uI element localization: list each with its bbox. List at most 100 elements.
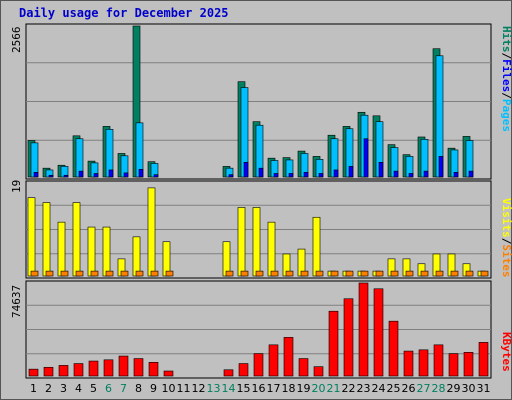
day-label: 13 [207,382,221,395]
pages-bar [63,174,69,178]
visits-bar [27,197,36,277]
day-label: 14 [222,382,236,395]
day-label: 9 [150,382,157,395]
kbytes-bar [358,282,369,377]
pages-bar [453,171,459,178]
legend-pages-label: Pages [500,99,512,132]
day-label: 8 [135,382,142,395]
kbytes-bar [403,350,414,377]
visits-bar [57,221,66,277]
day-label: 11 [177,382,191,395]
kbytes-bar [388,320,399,377]
kbytes-bar [253,353,264,377]
sites-bar [480,270,489,277]
sites-bar [465,270,474,277]
sites-bar [285,270,294,277]
sites-bar [105,270,114,277]
kbytes-bar [238,363,249,377]
kbytes-bar [118,355,129,377]
kbytes-bar [418,349,429,377]
sites-bar [420,270,429,277]
pages-bar [333,169,339,178]
sites-bar [75,270,84,277]
kbytes-bar [148,361,159,377]
day-label: 15 [237,382,251,395]
kbytes-bar [28,368,39,377]
sites-bar [120,270,129,277]
kbytes-bar [328,310,339,377]
pages-bar [303,171,309,178]
sites-bar [90,270,99,277]
sites-bar [390,270,399,277]
visits-bar [147,187,156,277]
sites-bar [450,270,459,277]
visits-bar [87,226,96,277]
sites-bar [315,270,324,277]
visits-bar [102,226,111,277]
kbytes-bar [58,365,69,377]
kbytes-max-label: 74637 [10,285,23,318]
sites-bar [375,270,384,277]
day-label: 30 [462,382,476,395]
day-label: 3 [60,382,67,395]
pages-bar [123,172,129,178]
day-labels: 1 2 3 4 5 6 7 8 9 10 11 12 13 14 15 16 17 18 19 20 21 22 23 24 2… [30,382,491,395]
pages-bar [258,167,264,178]
kbytes-bar [433,344,444,377]
sites-bar [405,270,414,277]
day-label: 10 [162,382,176,395]
legend-files-label: Files [500,59,512,92]
pages-bar [138,169,144,178]
files-bar [30,142,39,178]
day-label: 26 [402,382,416,395]
pages-bar [48,174,54,178]
kbytes-bar [313,366,324,377]
day-label: 25 [387,382,401,395]
kbytes-bar [298,358,309,377]
legend-sep-3: / [500,238,512,245]
sites-bar [60,270,69,277]
pages-bar [393,170,399,178]
day-label: 6 [105,382,112,395]
sites-bar [135,270,144,277]
legend-hits-label: Hits [500,26,512,53]
sites-bar [300,270,309,277]
day-label: 19 [297,382,311,395]
pages-bar [348,166,354,178]
sites-bar [225,270,234,277]
chart-title: Daily usage for December 2025 [19,6,229,20]
kbytes-bar [268,344,279,377]
legend-mid-series: Visits/Sites [500,198,512,278]
pages-bar [318,173,324,178]
kbytes-bar [43,366,54,377]
day-label: 16 [252,382,266,395]
pages-bar [243,161,249,178]
kbytes-bar [103,359,114,377]
day-label: 5 [90,382,97,395]
day-label: 7 [120,382,127,395]
legend-sep-2: / [500,92,512,99]
visits-bar [267,221,276,277]
kbytes-bar [373,288,384,377]
day-label: 28 [432,382,446,395]
sites-bar [255,270,264,277]
legend-sep-1: / [500,53,512,60]
kbytes-bar [223,369,234,377]
sites-bar [345,270,354,277]
visits-bar [252,207,261,277]
legend-visits-label: Visits [500,198,512,238]
kbytes-bar [73,363,84,377]
bars-layer [27,25,489,377]
pages-bar [363,138,369,178]
legend-sites-label: Sites [500,244,512,277]
day-label: 18 [282,382,296,395]
day-label: 21 [327,382,341,395]
visits-bar [312,216,321,277]
day-label: 1 [30,382,37,395]
day-label: 23 [357,382,371,395]
pages-bar [93,173,99,178]
sites-bar [270,270,279,277]
kbytes-bar [133,358,144,377]
visits-bar [72,202,81,277]
